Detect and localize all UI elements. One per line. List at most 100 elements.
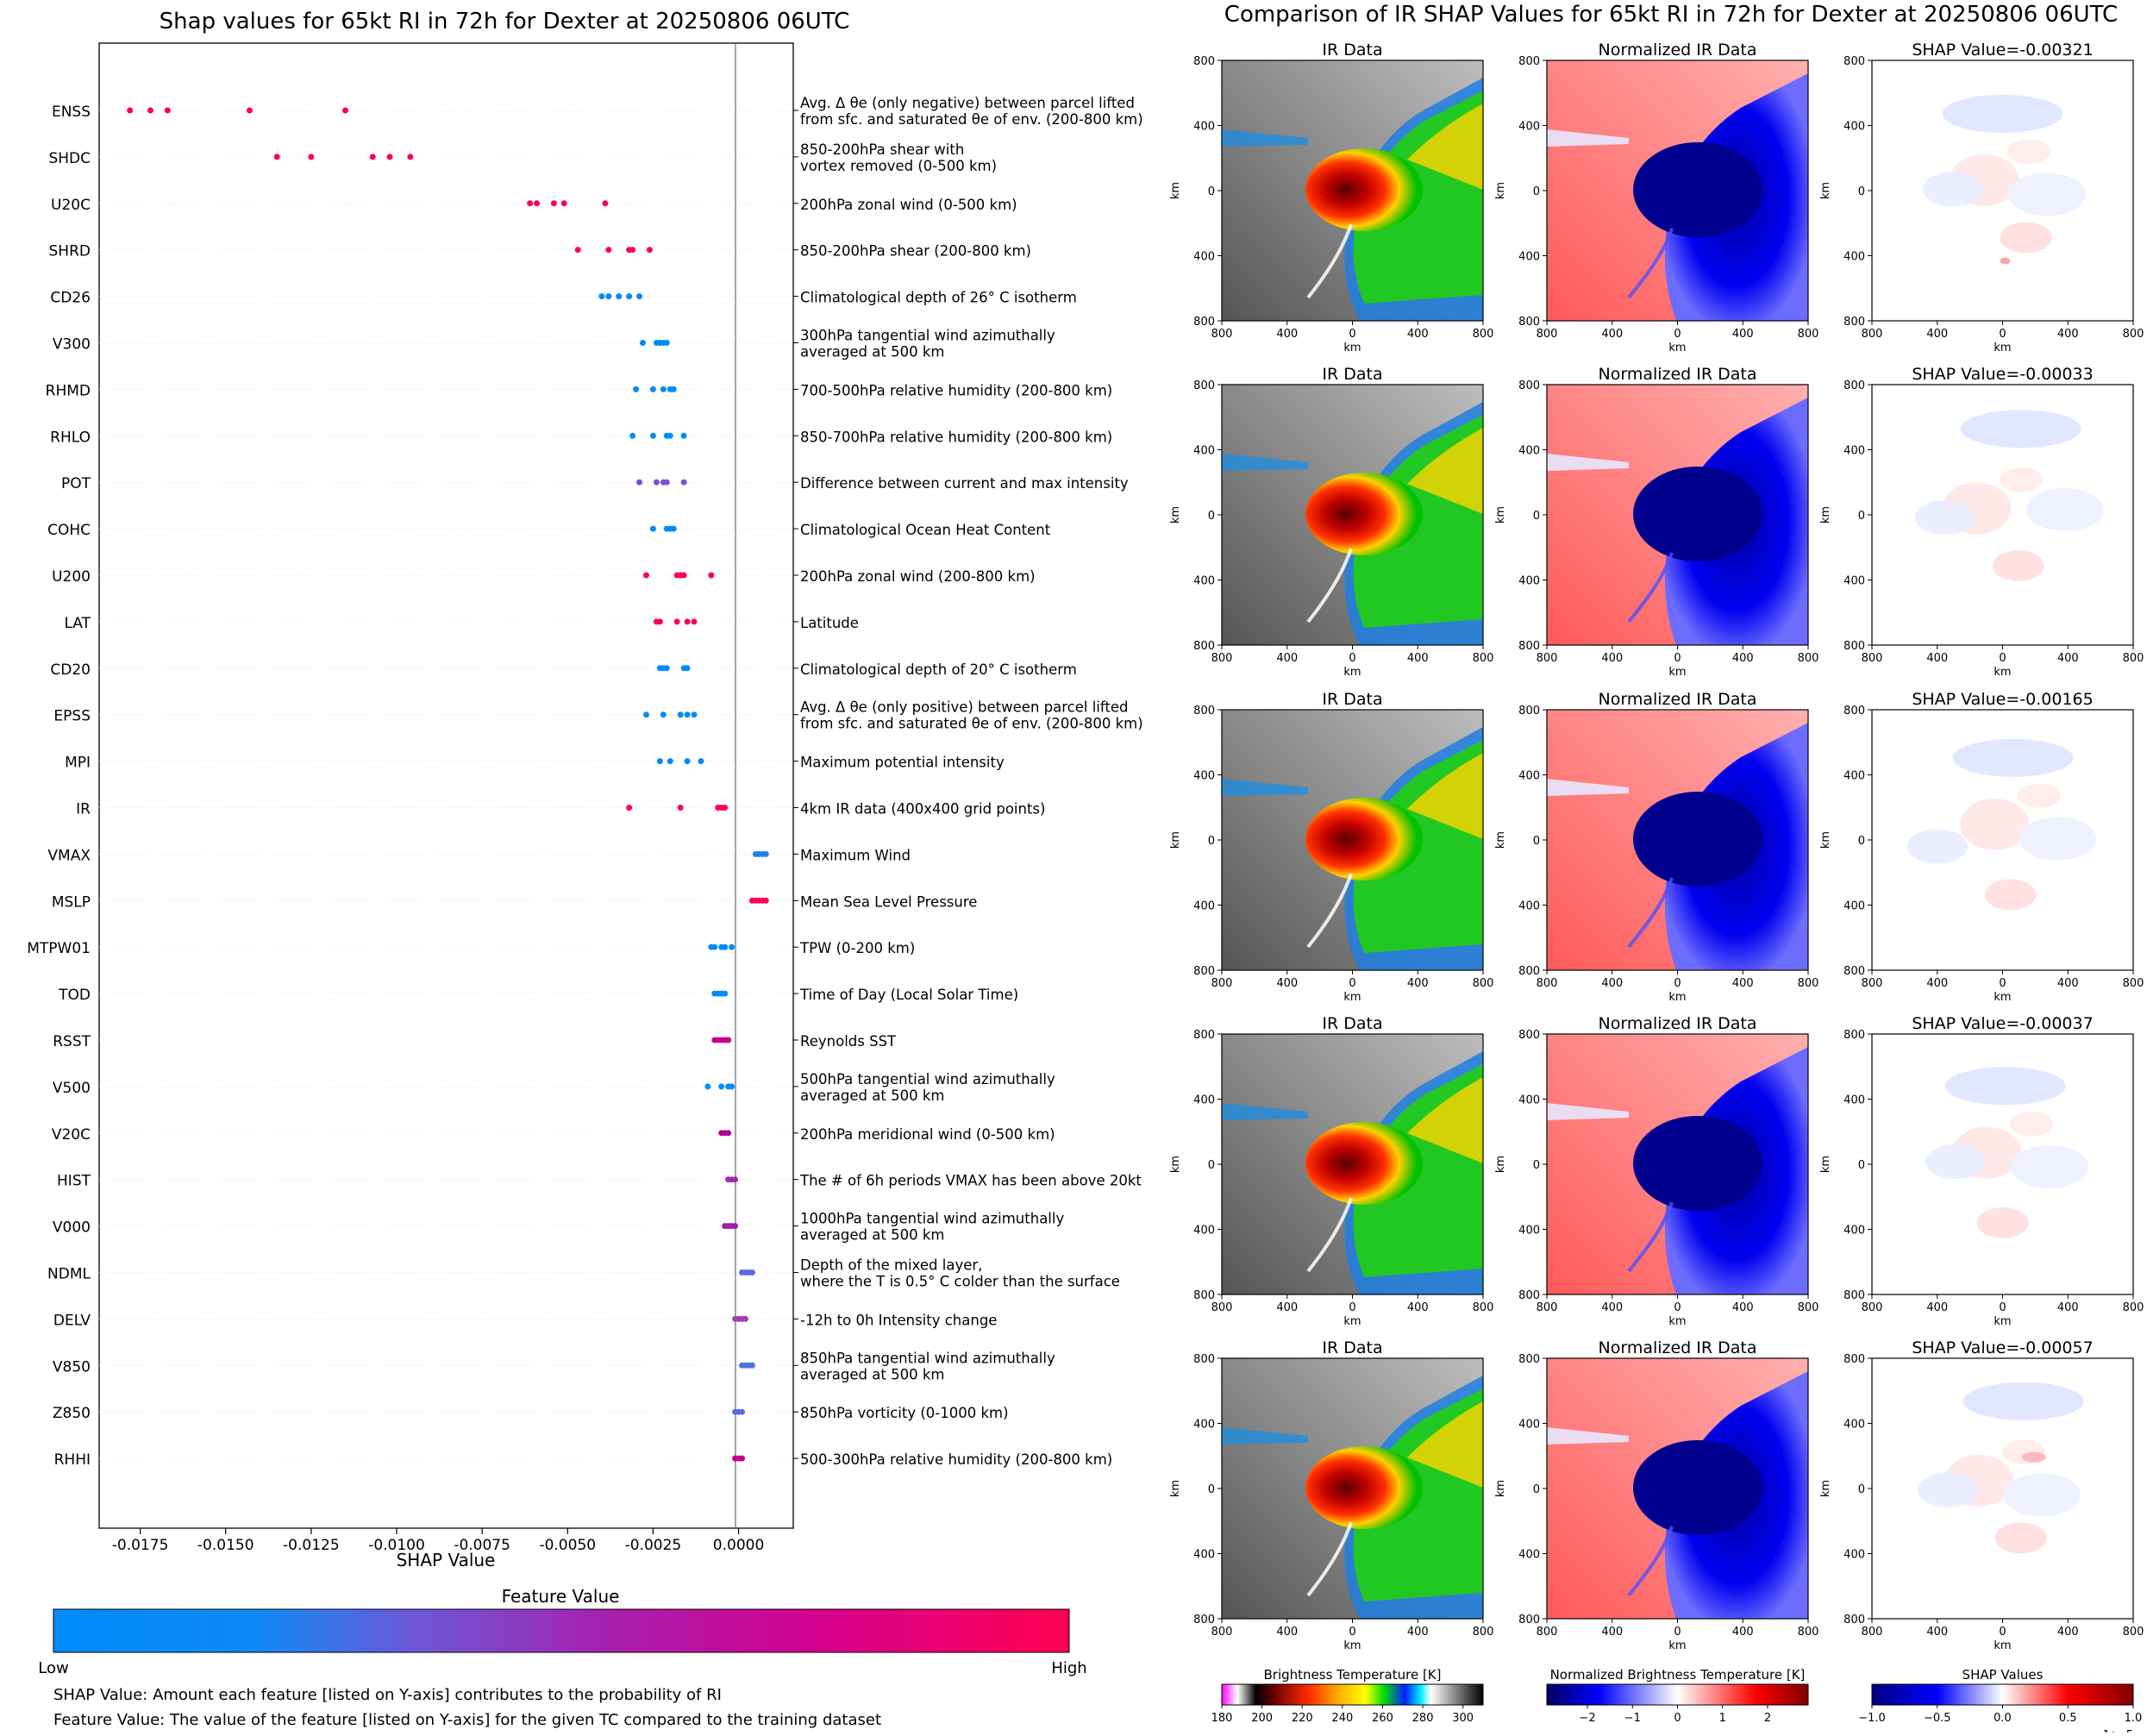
x-tick-label: 400 (1276, 652, 1298, 665)
y-tick-label: 400 (1518, 900, 1540, 913)
shap-point (342, 107, 349, 114)
shap-point (725, 1130, 732, 1137)
feature-description: Mean Sea Level Pressure (800, 893, 977, 910)
ir-storm-core (1305, 473, 1423, 555)
feature-row-v20c: V20C 200hPa meridional wind (0-500 km) (52, 1126, 1055, 1144)
y-tick-label: 400 (1518, 1419, 1540, 1432)
x-tick-label: 0 (1999, 652, 2006, 665)
y-tick-label: 400 (1843, 1225, 1865, 1238)
y-tick-label: 800 (1193, 1353, 1215, 1366)
shap-panel-5: SHAP Value=-0.00057800800400400004004008… (1819, 1338, 2144, 1652)
x-tick-label: 400 (1732, 652, 1754, 665)
shap-point (127, 107, 134, 114)
shap-blob (1992, 549, 2044, 581)
shap-point (656, 758, 663, 765)
panel-title: SHAP Value=-0.00165 (1912, 690, 2093, 709)
feature-description: 850hPa vorticity (0-1000 km) (800, 1405, 1009, 1421)
x-tick-label: 800 (1211, 977, 1233, 990)
shap-point (722, 990, 729, 997)
feature-description: Climatological depth of 26° C isotherm (800, 290, 1077, 306)
panel-title: SHAP Value=-0.00037 (1912, 1014, 2093, 1033)
y-tick-label: 800 (1518, 1289, 1540, 1302)
shap-point (660, 385, 667, 392)
y-tick-label: 800 (1518, 55, 1540, 68)
feature-row-vmax: VMAX Maximum Wind (47, 847, 911, 864)
shap-point (646, 247, 653, 254)
y-tick-label: 800 (1843, 965, 1865, 978)
panel-title: Normalized IR Data (1599, 1014, 1757, 1033)
y-tick-label: 400 (1193, 1549, 1215, 1562)
y-tick-label: 800 (1518, 965, 1540, 978)
shap-blob (1944, 1067, 2066, 1106)
feature-colorbar-low: Low (38, 1659, 68, 1677)
shap-point (677, 805, 684, 811)
shap-point (626, 805, 633, 811)
shap-point (722, 943, 729, 950)
x-tick-label: -0.0025 (625, 1537, 682, 1554)
x-tick-label: 800 (1473, 1626, 1494, 1639)
feature-description: 500-300hPa relative humidity (200-800 km… (800, 1451, 1112, 1468)
feature-colorbar (53, 1608, 1070, 1653)
panel-title: IR Data (1322, 41, 1382, 60)
y-axis-unit: km (1819, 831, 1832, 849)
x-tick-label: 800 (1862, 652, 1883, 665)
colorbar-tick-label: 180 (1211, 1712, 1233, 1725)
shap-point (605, 247, 612, 254)
feature-description: from sfc. and saturated θe of env. (200-… (800, 111, 1143, 128)
norm-storm-core (1633, 142, 1762, 237)
ir-storm-core (1305, 1446, 1423, 1529)
y-tick-label: 800 (1518, 316, 1540, 329)
norm-storm-core (1633, 792, 1762, 887)
shap-point (164, 107, 171, 114)
x-tick-label: 0 (1349, 1301, 1355, 1314)
x-axis-unit: km (1343, 1315, 1361, 1328)
x-tick-label: 0 (1349, 977, 1355, 990)
colorbar-title: Normalized Brightness Temperature [K] (1550, 1667, 1806, 1683)
beeswarm-title: Shap values for 65kt RI in 72h for Dexte… (160, 9, 850, 34)
shap-point (729, 1083, 735, 1090)
feature-label: SHRD (49, 243, 91, 260)
feature-label: V850 (53, 1358, 91, 1376)
shap-point (677, 711, 684, 718)
shap-point (642, 572, 649, 579)
x-axis-unit: km (1994, 342, 2011, 354)
shap-blob (2011, 1145, 2089, 1188)
feature-description: from sfc. and saturated θe of env. (200-… (800, 716, 1143, 732)
feature-row-v300: V300 300hPa tangential wind azimuthallyav… (53, 328, 1055, 360)
y-tick-label: 0 (1533, 510, 1540, 523)
x-tick-label: 800 (2123, 1626, 2144, 1639)
panel-title: Normalized IR Data (1599, 41, 1757, 60)
feature-description: 1000hPa tangential wind azimuthally (800, 1211, 1064, 1227)
shap-blob (1925, 1144, 1986, 1179)
colorbar-tick-label: 260 (1372, 1712, 1393, 1725)
feature-row-rhmd: RHMD 700-500hPa relative humidity (200-80… (46, 382, 1113, 399)
colorbar-tick-label: 1.0 (2125, 1712, 2143, 1725)
x-tick-label: 800 (1211, 1301, 1233, 1314)
y-tick-label: 400 (1518, 445, 1540, 458)
feature-label: ENSS (52, 103, 91, 121)
x-tick-label: 800 (2123, 977, 2144, 990)
x-tick-label: 0 (1349, 1626, 1355, 1639)
ir-cloud-streak (1222, 1103, 1308, 1120)
ir-storm-core (1305, 148, 1423, 231)
shap-point (762, 850, 769, 857)
feature-row-u20c: U20C 200hPa zonal wind (0-500 km) (51, 197, 1017, 214)
norm-cloud-tail (1627, 1201, 1674, 1273)
x-tick-label: 0 (1999, 977, 2006, 990)
y-tick-label: 800 (1193, 705, 1215, 718)
y-tick-label: 800 (1193, 1614, 1215, 1626)
feature-label: U200 (52, 568, 91, 586)
x-axis-unit: km (1668, 666, 1686, 679)
ir-cloud-streak (1222, 1427, 1308, 1445)
feature-description: 200hPa zonal wind (0-500 km) (800, 197, 1017, 213)
x-tick-label: 800 (1473, 1301, 1494, 1314)
feature-label: IR (76, 801, 91, 818)
y-tick-label: 800 (1193, 1289, 1215, 1302)
shap-point (673, 618, 680, 625)
shap-blob (1906, 829, 1968, 864)
shap-blob (2008, 172, 2087, 216)
feature-label: NDML (47, 1266, 91, 1283)
x-tick-label: 400 (1407, 1626, 1429, 1639)
y-tick-label: 400 (1193, 770, 1215, 783)
